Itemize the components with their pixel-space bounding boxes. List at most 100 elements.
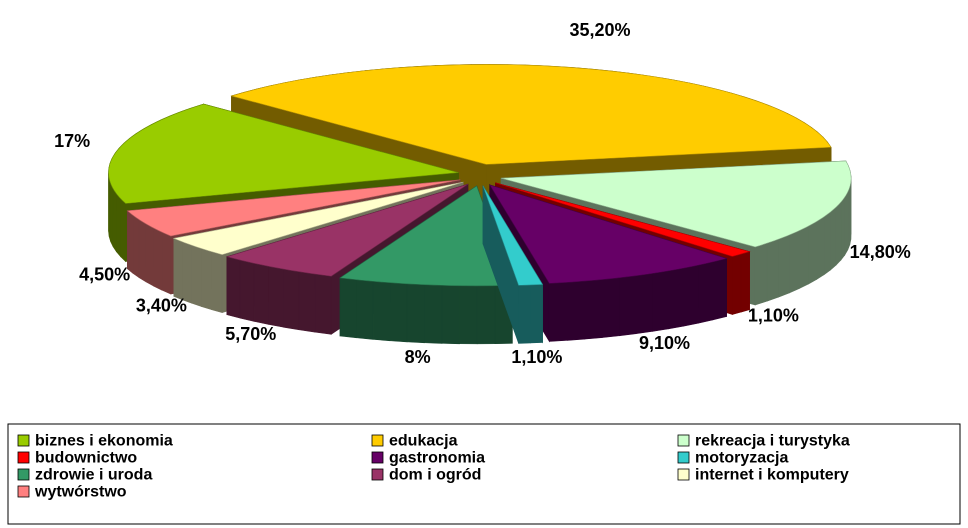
slice-side (211, 251, 223, 314)
slice-side (823, 211, 831, 276)
slice-side (132, 214, 140, 279)
slice-side (298, 271, 316, 333)
slice-side (732, 253, 742, 315)
slice-side (314, 273, 332, 335)
data-label: 17% (54, 131, 90, 151)
data-label: 1,10% (748, 305, 799, 325)
slice-side (173, 237, 183, 301)
slice-side (618, 275, 637, 337)
slice-side (459, 285, 478, 345)
slice-top (489, 184, 728, 284)
slice-side (667, 267, 684, 330)
slice-side (372, 281, 391, 342)
legend-swatch (17, 451, 30, 464)
slice-side (518, 284, 531, 344)
slice-side (530, 284, 543, 344)
legend-swatch (371, 468, 384, 481)
slice-side (778, 234, 790, 298)
slice-side (424, 284, 443, 344)
slice-side (239, 259, 255, 322)
slice-side (201, 248, 212, 311)
slice-side (754, 242, 768, 306)
slice-side (807, 220, 817, 285)
slice-side (847, 186, 851, 251)
slice-side (476, 285, 496, 345)
slice-side (406, 283, 425, 344)
slice-side (789, 230, 800, 294)
legend-label: edukacja (389, 433, 458, 450)
slice-side (712, 258, 727, 321)
slice-top (495, 182, 751, 257)
slice-top (482, 185, 544, 286)
slice-side (389, 282, 408, 343)
slice-side (339, 277, 357, 339)
legend-swatch (677, 468, 690, 481)
legend-label: gastronomia (389, 450, 485, 467)
slice-top (108, 103, 459, 204)
data-label: 14,80% (850, 242, 911, 262)
legend-swatch (17, 468, 30, 481)
data-label: 8% (405, 347, 431, 367)
legend-label: biznes i ekonomia (35, 433, 173, 450)
slice-side (153, 227, 163, 291)
slice-side (584, 279, 603, 340)
data-label: 35,20% (569, 20, 630, 40)
slice-side (226, 256, 241, 319)
slice-side (840, 196, 846, 261)
legend-swatch (17, 434, 30, 447)
slice-side (683, 264, 699, 327)
data-label: 3,40% (136, 296, 187, 316)
slice-side (356, 279, 374, 340)
slice-side (816, 216, 825, 281)
legend-swatch (677, 434, 690, 447)
slice-side (441, 285, 460, 345)
slice-side (145, 223, 154, 287)
legend-label: budownictwo (35, 450, 137, 467)
legend-label: rekreacja i turystyka (695, 433, 850, 450)
slice-side (844, 190, 849, 257)
slice-side (283, 268, 300, 331)
legend-label: internet i komputery (695, 467, 849, 484)
slice-side (161, 231, 172, 295)
slice-side (798, 225, 809, 290)
slice-side (116, 192, 121, 258)
slice (482, 184, 544, 344)
slice-side (253, 262, 269, 325)
slice-side (182, 241, 192, 304)
legend-swatch (371, 434, 384, 447)
slice-side (601, 277, 620, 338)
slice-top (225, 183, 469, 277)
slice-side (740, 251, 750, 313)
slice-side (766, 238, 779, 302)
legend-label: motoryzacja (695, 450, 788, 467)
legend-label: wytwórstwo (34, 484, 127, 501)
slice-top (126, 179, 461, 237)
data-label: 1,10% (511, 347, 562, 367)
slice-side (635, 273, 653, 335)
slice-side (112, 187, 117, 253)
slice-side (652, 270, 669, 332)
slice-side (110, 183, 114, 247)
slice-side (120, 197, 126, 263)
slice-top (500, 160, 852, 248)
legend-swatch (371, 451, 384, 464)
legend-box (7, 423, 961, 525)
data-label: 9,10% (639, 333, 690, 353)
slice-side (566, 280, 586, 341)
data-label: 5,70% (225, 324, 276, 344)
slice-side (835, 201, 842, 266)
slice-side (268, 266, 284, 328)
legend-swatch (17, 485, 30, 498)
legend-swatch (677, 451, 690, 464)
legend-label: zdrowie i uroda (35, 467, 152, 484)
slice-side (830, 206, 837, 271)
slice-side (548, 282, 568, 342)
slice-top (230, 64, 832, 165)
slice-top (172, 181, 464, 255)
slice-side (191, 244, 202, 307)
legend-label: dom i ogród (389, 467, 481, 484)
data-label: 4,50% (79, 265, 130, 285)
slice-side (698, 261, 714, 324)
slice-side (138, 219, 147, 283)
